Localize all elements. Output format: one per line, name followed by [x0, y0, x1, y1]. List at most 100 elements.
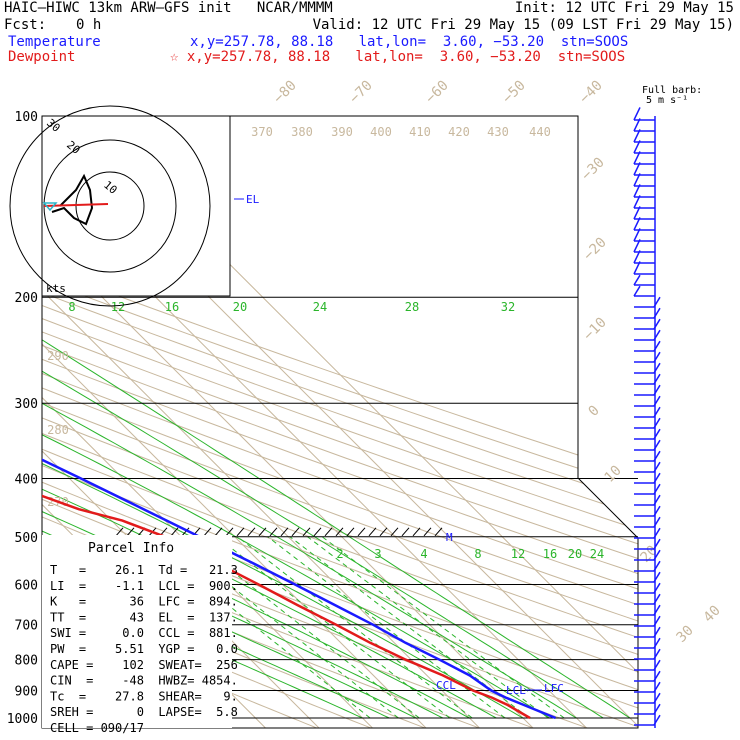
isotherm-label: −60	[423, 78, 452, 107]
wind-barb-flag	[633, 239, 641, 253]
wind-barb-flag	[633, 228, 641, 242]
zero-isotherm-tick	[258, 527, 267, 537]
wind-barb-flag	[633, 250, 641, 264]
wind-barb-flag	[653, 461, 661, 473]
wind-barb-flag	[653, 549, 661, 561]
barb-legend-unit: 5 m s⁻¹	[646, 95, 689, 106]
wind-barb-flag	[633, 217, 641, 231]
mixing-ratio-label: 2	[336, 547, 343, 561]
zero-isotherm-tick	[313, 527, 322, 537]
wind-barb-flag	[653, 428, 661, 440]
wind-barb-flag	[633, 118, 641, 132]
pressure-tick-label: 200	[15, 291, 38, 306]
mixing-ratio-line	[267, 536, 506, 719]
wind-barb-flag	[653, 670, 661, 682]
mixing-ratio-line	[188, 536, 420, 719]
isotherm-label: −40	[577, 78, 606, 107]
zero-isotherm-tick	[412, 527, 421, 537]
wind-barb-flag	[653, 395, 661, 407]
zero-isotherm-tick	[203, 527, 212, 537]
wind-barb-flag	[653, 604, 661, 616]
dry-adiabat-line	[42, 116, 638, 728]
zero-isotherm-tick	[335, 527, 344, 537]
zero-isotherm-tick	[346, 527, 355, 537]
isotherm-line	[42, 116, 430, 728]
parcel-info-row: LI = -1.1 LCL = 900.	[50, 579, 238, 593]
hodograph-trace	[51, 173, 94, 226]
wind-barb-flag	[653, 560, 661, 572]
model-title: HAIC–HIWC 13km ARW–GFS init NCAR/MMMM	[4, 0, 333, 16]
theta-label: 280	[47, 423, 69, 437]
wind-barb-flag	[653, 692, 661, 704]
level-annotation: CCL	[436, 679, 456, 692]
isotherm-line	[0, 58, 1, 731]
dewpoint-location: ☆ x,y=257.78, 88.18 lat,lon= 3.60, −53.2…	[170, 49, 626, 65]
theta-label: 290	[47, 349, 69, 363]
pressure-tick-label: 400	[15, 472, 38, 487]
wind-barb-flag	[633, 206, 641, 220]
theta-label: 430	[487, 125, 509, 139]
theta-label: 380	[291, 125, 313, 139]
isotherm-label: −20	[581, 235, 610, 264]
mixing-ratio-line	[237, 536, 473, 719]
wind-barb-flag	[653, 483, 661, 495]
wind-barb-flag	[653, 494, 661, 506]
wind-barb-flag	[653, 648, 661, 660]
wind-barb-flag	[633, 274, 641, 286]
isotherm-label: −50	[500, 78, 529, 107]
moist-adiabat-label: 28	[405, 300, 419, 314]
forecast-label: Fcst:	[4, 17, 47, 33]
pressure-tick-label: 300	[15, 397, 38, 412]
zero-isotherm-tick	[247, 527, 256, 537]
wind-barb-flag	[653, 439, 661, 451]
mixing-ratio-label: 20	[568, 547, 582, 561]
wind-barb-flag	[653, 582, 661, 594]
zero-isotherm-tick	[115, 527, 124, 537]
parcel-info-row: SREH = 0 LAPSE= 5.8	[50, 705, 238, 719]
dry-adiabat-line	[42, 116, 638, 728]
pressure-tick-label: 500	[15, 531, 38, 546]
wind-barb-flag	[653, 571, 661, 583]
moist-adiabat-label: 32	[501, 300, 515, 314]
zero-isotherm-tick	[357, 527, 366, 537]
dry-adiabat-line	[42, 116, 638, 728]
moist-adiabat-label: 8	[68, 300, 75, 314]
dry-adiabat-line	[42, 116, 433, 728]
level-annotation: LFC	[544, 682, 564, 695]
wind-barb-flag	[653, 593, 661, 605]
zero-isotherm-tick	[379, 527, 388, 537]
isotherm-label: −70	[347, 78, 376, 107]
wind-barb-flag	[653, 417, 661, 429]
zero-isotherm-tick	[280, 527, 289, 537]
wind-barb-flag	[653, 714, 661, 726]
moist-adiabat-label: 12	[111, 300, 125, 314]
wind-barb-flag	[653, 516, 661, 528]
parcel-info-title: Parcel Info	[88, 541, 174, 556]
zero-isotherm-tick	[291, 527, 300, 537]
mixing-ratio-label: 3	[374, 547, 381, 561]
zero-isotherm-tick	[170, 527, 179, 537]
isotherm-label: 0	[586, 403, 603, 420]
barb-legend-title: Full barb:	[642, 85, 703, 96]
parcel-info-row: K = 36 LFC = 894.	[50, 595, 238, 609]
dry-adiabat-line	[42, 116, 638, 728]
dry-adiabat-line	[42, 116, 638, 728]
zero-isotherm-tick	[434, 527, 443, 537]
theta-label: 440	[529, 125, 551, 139]
parcel-info-row: SWI = 0.0 CCL = 881.	[50, 626, 238, 640]
wind-barb-flag	[653, 505, 661, 517]
wind-barb-flag	[653, 637, 661, 649]
theta-label: 420	[448, 125, 470, 139]
wind-barb-flag	[653, 307, 661, 319]
zero-isotherm-tick	[390, 527, 399, 537]
temperature-profile	[42, 116, 557, 720]
dry-adiabat-line	[42, 116, 638, 728]
wind-barb-flag	[633, 184, 641, 198]
parcel-info-row: CELL = 090/17	[50, 721, 144, 735]
theta-label: 410	[409, 125, 431, 139]
mixing-ratio-line	[307, 536, 549, 719]
mixing-ratio-line	[216, 536, 451, 719]
dry-adiabat-line	[42, 116, 638, 728]
pressure-tick-label: 100	[15, 110, 38, 125]
